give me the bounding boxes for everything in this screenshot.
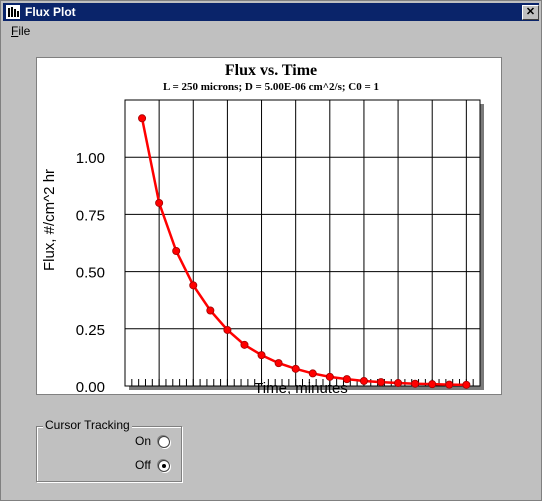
x-tick-label: 2.5 — [289, 393, 303, 394]
menu-bar: File — [3, 22, 539, 40]
x-tick-label: 4.5 — [425, 393, 439, 394]
radio-off-label: Off — [135, 458, 151, 472]
radio-off-circle[interactable] — [158, 460, 170, 472]
data-point — [291, 364, 300, 373]
radio-off[interactable]: Off — [135, 458, 175, 474]
plot-panel: 0.51.01.52.02.53.03.54.04.55.0 0.000.250… — [36, 57, 502, 395]
data-point — [257, 351, 266, 360]
y-tick-label: 0.75 — [76, 207, 105, 224]
data-point — [325, 372, 334, 381]
x-tick-labels: 0.5 1.0 1.5 2.0 2.5 3.0 3.5 4.0 4.5 5.0 — [152, 393, 474, 394]
data-point — [206, 306, 215, 315]
y-tick-label: 0.50 — [76, 265, 105, 282]
data-point — [308, 369, 317, 378]
chart-subtitle: L = 250 microns; D = 5.00E-06 cm^2/s; C0… — [163, 81, 379, 93]
grid-layer — [125, 100, 480, 386]
x-tick-label: 2.0 — [255, 393, 269, 394]
close-button[interactable]: ✕ — [522, 5, 539, 20]
x-tick-label: 5.0 — [459, 393, 473, 394]
menu-file[interactable]: File — [11, 24, 30, 38]
data-point — [359, 376, 368, 385]
y-tick-labels: 0.00 0.25 0.50 0.75 1.00 — [76, 150, 105, 394]
data-point — [394, 379, 403, 388]
menu-file-mnemonic: F — [11, 24, 19, 38]
menu-file-label: ile — [18, 24, 31, 38]
app-icon — [6, 5, 20, 19]
x-tick-label: 3.0 — [323, 393, 337, 394]
data-point — [377, 378, 386, 387]
data-point — [223, 325, 232, 334]
data-point — [138, 114, 147, 123]
data-point — [189, 281, 198, 290]
data-point — [240, 340, 249, 349]
data-point — [445, 380, 454, 389]
chart-title: Flux vs. Time — [225, 62, 317, 79]
data-point — [411, 379, 420, 388]
data-point — [155, 198, 164, 207]
data-point — [462, 380, 471, 389]
window-title: Flux Plot — [25, 5, 76, 19]
x-tick-label: 1.5 — [220, 393, 234, 394]
x-tick-label: 4.0 — [391, 393, 405, 394]
series-layer — [138, 114, 471, 389]
x-tick-label: 3.5 — [357, 393, 371, 394]
y-tick-label: 0.25 — [76, 322, 105, 339]
x-tick-label: 0.5 — [152, 393, 166, 394]
x-axis-label: Time, minutes — [254, 380, 348, 394]
radio-off-selected-dot — [162, 464, 166, 468]
y-tick-label: 1.00 — [76, 150, 105, 167]
title-bar[interactable]: Flux Plot ✕ — [3, 3, 539, 21]
data-point — [428, 380, 437, 389]
data-point — [172, 247, 181, 256]
radio-on-circle[interactable] — [158, 436, 170, 448]
flux-chart: 0.51.01.52.02.53.03.54.04.55.0 0.000.250… — [41, 62, 484, 394]
plot-area — [124, 99, 481, 387]
y-axis-label: Flux, #/cm^2 hr — [41, 169, 58, 271]
data-point — [274, 359, 283, 368]
x-tick-label: 1.0 — [186, 393, 200, 394]
radio-on[interactable]: On — [135, 434, 175, 450]
radio-on-label: On — [135, 434, 152, 448]
cursor-tracking-label: Cursor Tracking — [43, 418, 132, 432]
y-tick-label: 0.00 — [76, 379, 105, 394]
data-point — [342, 375, 351, 384]
